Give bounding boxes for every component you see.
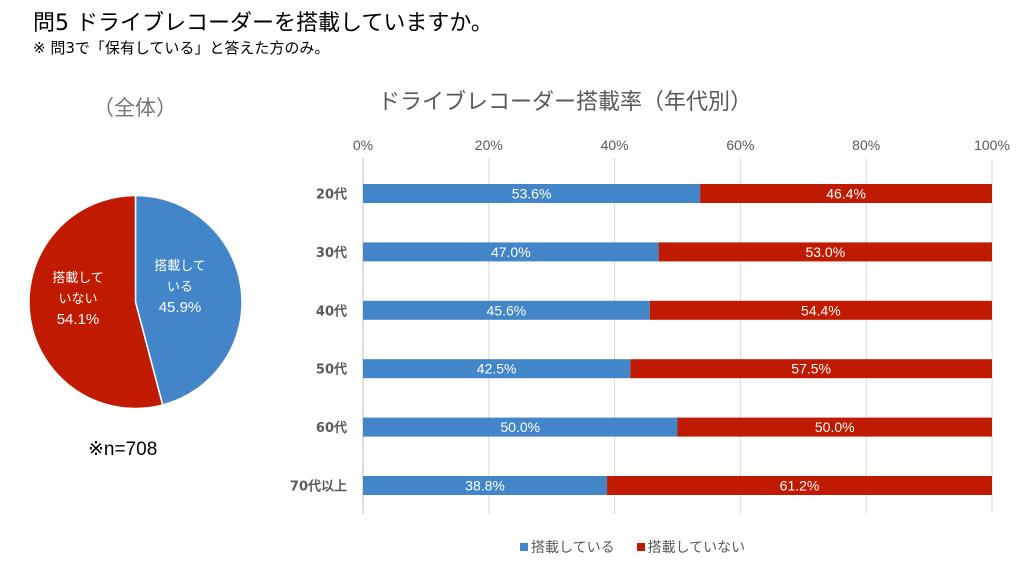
legend-label-equipped: 搭載している [531,540,615,556]
category-label: 30代 [316,245,347,261]
pie-label-line: 45.9% [159,299,202,316]
x-tick-label: 40% [601,137,629,153]
bar-segment-not-equipped [700,184,992,203]
data-label: 54.4% [801,302,841,318]
pie-label-line: いる [167,280,193,295]
question-title: 問5 ドライブレコーダーを搭載していますか。 [33,11,493,36]
data-label: 45.6% [487,302,527,318]
pie-slice-not-equipped [28,194,164,410]
data-label: 47.0% [491,244,531,260]
pie-label-line: 搭載して [52,270,104,286]
data-label: 53.6% [512,186,552,202]
category-label: 20代 [316,187,347,203]
pie-label-line: 54.1% [57,311,100,328]
category-label: 60代 [316,420,347,436]
data-label: 50.0% [815,419,855,435]
data-label: 38.8% [465,478,505,494]
pie-chart-title: （全体） [93,96,177,120]
pie-label-not-equipped: 搭載していない 54.1% [52,270,104,328]
bar-segment-equipped [363,417,678,437]
pie-label-equipped: 搭載している 45.9% [154,258,206,316]
pie-label-line: 搭載して [154,258,206,274]
bar-segment-equipped [363,300,650,320]
legend-swatch-equipped [520,543,528,551]
legend-label-not-equipped: 搭載していない [647,540,746,556]
x-tick-label: 60% [726,137,754,153]
data-label: 42.5% [477,361,517,377]
bar-segment-not-equipped [630,359,992,379]
data-label: 50.0% [500,419,540,435]
legend-item-equipped: 搭載している [520,537,615,557]
bar-segment-not-equipped [658,242,992,262]
pie-slice-equipped [134,194,243,406]
bar-chart: 0% 20% 40% 60% 80% 100% 20代 53.6% 46.4% 30代 47.0% 5… [290,137,1010,514]
pie-chart: 搭載している 45.9% 搭載していない 54.1% [28,194,243,410]
sample-size-note: ※n=708 [88,439,158,460]
bar-segment-not-equipped [649,300,992,320]
category-label: 50代 [316,362,347,378]
x-tick-label: 100% [974,137,1010,153]
legend-swatch-not-equipped [636,543,645,551]
data-label: 57.5% [791,361,831,377]
question-note: ※ 問3で「保有している」と答えた方のみ。 [33,39,330,57]
category-label: 40代 [316,303,347,319]
legend-item-not-equipped: 搭載していない [636,537,746,557]
legend: 搭載している 搭載していない [520,537,767,557]
x-tick-label: 0% [353,137,373,153]
bar-segment-not-equipped [607,476,992,495]
data-label: 46.4% [826,186,866,202]
x-tick-label: 80% [852,137,880,153]
bar-chart-title: ドライブレコーダー搭載率（年代別） [377,90,752,115]
bar-segment-not-equipped [677,417,992,437]
data-label: 61.2% [780,478,820,494]
bar-segment-equipped [363,184,701,203]
bar-segment-equipped [363,359,631,379]
category-label: 70代以上 [290,479,347,495]
bar-segment-equipped [363,242,659,262]
bar-segment-equipped [363,476,608,495]
data-label: 53.0% [805,244,845,260]
x-tick-label: 20% [475,137,503,153]
pie-label-line: いない [58,292,97,307]
